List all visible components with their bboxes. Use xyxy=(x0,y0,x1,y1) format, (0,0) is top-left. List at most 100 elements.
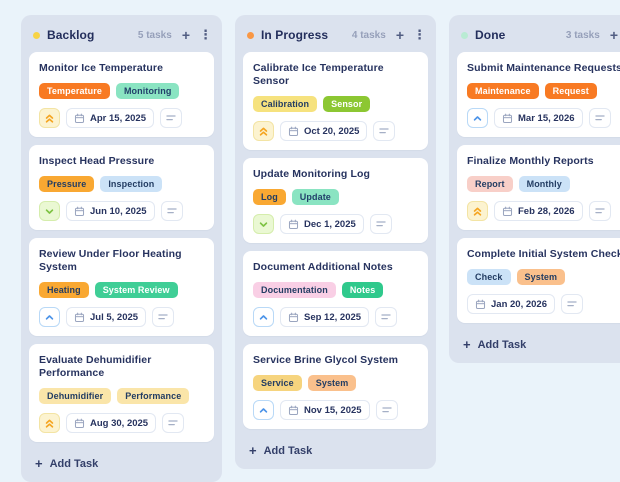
add-card-icon[interactable]: + xyxy=(600,28,618,42)
priority-high-icon xyxy=(39,108,60,128)
card-title: Submit Maintenance Requests xyxy=(467,62,620,74)
card-meta-row: Jun 10, 2025 xyxy=(39,201,204,221)
task-card[interactable]: Evaluate Dehumidifier Performance Dehumi… xyxy=(29,344,214,442)
description-icon xyxy=(561,294,583,314)
column-task-count: 4 tasks xyxy=(351,29,386,41)
calendar-icon xyxy=(502,206,513,216)
priority-high-icon xyxy=(467,201,488,221)
priority-medium-icon xyxy=(253,400,274,420)
column-menu-icon[interactable]: ⋮ xyxy=(404,28,426,42)
due-date-badge: Jun 10, 2025 xyxy=(66,201,155,221)
tag-notes: Notes xyxy=(341,282,384,298)
description-icon xyxy=(152,307,175,327)
plus-icon: + xyxy=(249,443,257,458)
add-card-icon[interactable]: + xyxy=(386,28,404,42)
calendar-icon xyxy=(502,113,513,123)
card-title: Complete Initial System Check xyxy=(467,248,620,260)
task-card[interactable]: Review Under Floor Heating System Heatin… xyxy=(29,238,214,336)
description-icon xyxy=(375,400,398,420)
card-title: Update Monitoring Log xyxy=(253,168,370,180)
task-card[interactable]: Submit Maintenance Requests Maintenance R… xyxy=(457,52,620,137)
due-date-label: Apr 15, 2025 xyxy=(90,112,146,124)
card-list: Submit Maintenance Requests Maintenance R… xyxy=(457,52,620,323)
column-task-count: 3 tasks xyxy=(565,29,600,41)
due-date-badge: Aug 30, 2025 xyxy=(66,413,157,433)
tag-row: Service System xyxy=(253,375,418,391)
card-meta-row: Dec 1, 2025 xyxy=(253,214,418,234)
tag-check: Check xyxy=(467,269,511,285)
kanban-column-done: Done 3 tasks + ⋮ Submit Maintenance Requ… xyxy=(449,15,620,363)
due-date-label: Dec 1, 2025 xyxy=(304,218,356,230)
due-date-label: Nov 15, 2025 xyxy=(304,404,362,416)
plus-icon: + xyxy=(463,337,471,352)
column-status-dot xyxy=(247,31,254,39)
calendar-icon xyxy=(74,113,85,123)
tag-performance: Performance xyxy=(117,388,190,404)
task-card[interactable]: Calibrate Ice Temperature Sensor Calibra… xyxy=(243,52,428,150)
tag-pressure: Pressure xyxy=(39,176,95,192)
tag-row: Pressure Inspection xyxy=(39,176,204,192)
due-date-badge: Feb 28, 2026 xyxy=(494,201,583,221)
calendar-icon xyxy=(74,206,85,216)
kanban-board: Backlog 5 tasks + ⋮ Monitor Ice Temperat… xyxy=(21,15,620,482)
task-card[interactable]: Document Additional Notes Documentation N… xyxy=(243,251,428,336)
due-date-label: Oct 20, 2025 xyxy=(304,125,360,137)
task-card[interactable]: Monitor Ice Temperature Temperature Monit… xyxy=(29,52,214,137)
due-date-label: Jul 5, 2025 xyxy=(90,311,139,323)
card-list: Monitor Ice Temperature Temperature Monit… xyxy=(29,52,214,442)
column-status-dot xyxy=(461,31,468,39)
column-status-dot xyxy=(33,31,40,39)
column-menu-icon[interactable]: ⋮ xyxy=(190,28,212,42)
card-meta-row: Jan 20, 2026 xyxy=(467,294,620,314)
tag-sensor: Sensor xyxy=(323,96,371,112)
calendar-icon xyxy=(475,299,486,309)
calendar-icon xyxy=(288,126,299,136)
description-icon xyxy=(162,413,185,433)
column-title: Done xyxy=(475,28,506,42)
task-card[interactable]: Update Monitoring Log Log Update xyxy=(243,158,428,243)
due-date-badge: Jan 20, 2026 xyxy=(467,294,555,314)
due-date-badge: Apr 15, 2025 xyxy=(66,108,154,128)
due-date-badge: Dec 1, 2025 xyxy=(280,214,364,234)
card-meta-row: Nov 15, 2025 xyxy=(253,400,418,420)
add-task-button[interactable]: + Add Task xyxy=(457,331,620,353)
tag-calibration: Calibration xyxy=(253,96,318,112)
tag-update: Update xyxy=(291,189,339,205)
tag-dehumidifier: Dehumidifier xyxy=(39,388,112,404)
add-task-button[interactable]: + Add Task xyxy=(243,437,428,459)
card-meta-row: Feb 28, 2026 xyxy=(467,201,620,221)
tag-system: System xyxy=(307,375,357,391)
card-meta-row: Sep 12, 2025 xyxy=(253,307,418,327)
card-title: Evaluate Dehumidifier Performance xyxy=(39,354,152,379)
task-card[interactable]: Inspect Head Pressure Pressure Inspection xyxy=(29,145,214,230)
tag-row: Heating System Review xyxy=(39,282,204,298)
add-task-button[interactable]: + Add Task xyxy=(29,450,214,472)
card-title: Calibrate Ice Temperature Sensor xyxy=(253,62,384,87)
tag-system: System xyxy=(516,269,566,285)
tag-row: Log Update xyxy=(253,189,418,205)
priority-high-icon xyxy=(253,121,274,141)
due-date-badge: Nov 15, 2025 xyxy=(280,400,370,420)
tag-row: Check System xyxy=(467,269,620,285)
tag-system-review: System Review xyxy=(94,282,178,298)
card-title: Inspect Head Pressure xyxy=(39,155,155,167)
description-icon xyxy=(160,201,183,221)
column-header: In Progress 4 tasks + ⋮ xyxy=(243,24,428,52)
due-date-label: Sep 12, 2025 xyxy=(304,311,362,323)
tag-service: Service xyxy=(253,375,302,391)
card-meta-row: Mar 15, 2026 xyxy=(467,108,620,128)
column-task-count: 5 tasks xyxy=(137,29,172,41)
column-header: Done 3 tasks + ⋮ xyxy=(457,24,620,52)
task-card[interactable]: Finalize Monthly Reports Report Monthly xyxy=(457,145,620,230)
tag-report: Report xyxy=(467,176,513,192)
tag-documentation: Documentation xyxy=(253,282,336,298)
tag-temperature: Temperature xyxy=(39,83,110,99)
due-date-badge: Mar 15, 2026 xyxy=(494,108,583,128)
tag-inspection: Inspection xyxy=(100,176,163,192)
card-title: Monitor Ice Temperature xyxy=(39,62,164,74)
calendar-icon xyxy=(288,219,299,229)
task-card[interactable]: Complete Initial System Check Check Syste… xyxy=(457,238,620,323)
task-card[interactable]: Service Brine Glycol System Service Syste… xyxy=(243,344,428,429)
add-card-icon[interactable]: + xyxy=(172,28,190,42)
tag-row: Temperature Monitoring xyxy=(39,83,204,99)
